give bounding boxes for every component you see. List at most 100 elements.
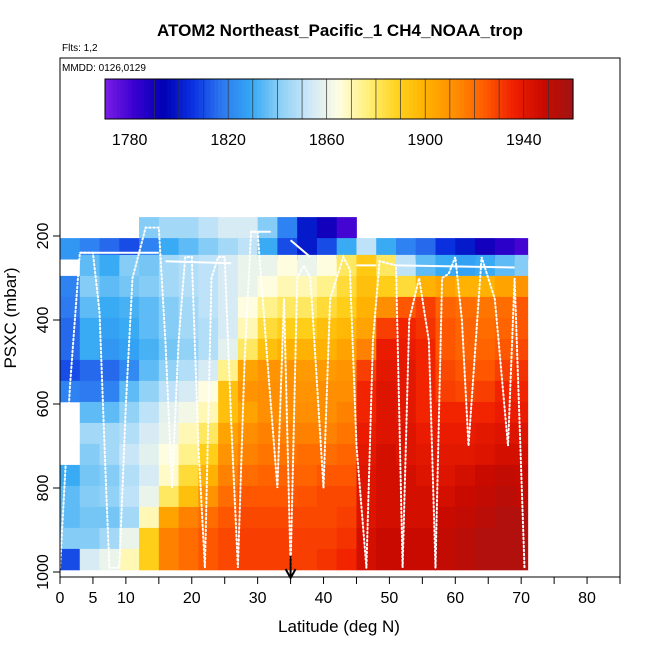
heatmap-cell [435,238,456,260]
heatmap-cell [158,401,179,424]
colorbar-swatch [296,79,301,119]
heatmap-cell [119,401,140,424]
heatmap-cell [455,548,476,571]
heatmap-cell [99,506,120,529]
heatmap-cell [119,464,140,487]
heatmap-cell [356,401,377,424]
heatmap-cell [415,317,436,340]
heatmap-cell [60,464,81,487]
x-tick-label: 30 [249,590,267,607]
heatmap-cell [435,401,456,424]
heatmap-cell [158,443,179,466]
colorbar-swatch [545,79,551,119]
colorbar-swatch [167,79,172,119]
heatmap-cell [158,275,179,298]
heatmap-cell [218,359,239,382]
heatmap-cell [415,380,436,403]
heatmap-cell [158,338,179,361]
colorbar-swatch [385,79,391,119]
colorbar-swatch [323,79,328,119]
colorbar-swatch [393,79,399,119]
x-tick-label: 5 [88,590,97,607]
heatmap-cell [494,275,515,298]
heatmap-cell [297,317,318,340]
heatmap-cell [198,275,219,298]
heatmap-cell [257,527,278,550]
heatmap-cell [119,527,140,550]
heatmap-cell [475,485,496,508]
plot-frame [59,57,621,578]
heatmap-cell [79,238,100,260]
colorbar-swatch [389,79,395,119]
heatmap-cell [396,380,417,403]
heatmap-cell [455,401,476,424]
heatmap-cell [514,380,529,403]
heatmap-cell [455,506,476,529]
heatmap-cell [455,527,476,550]
colorbar-swatch [362,79,367,119]
heatmap-cell [257,317,278,340]
heatmap-cell [178,548,199,571]
colorbar-swatch [261,79,266,119]
colorbar-swatch [163,79,168,119]
x-axis-label: Latitude (deg N) [278,617,400,636]
heatmap-cell [277,506,298,529]
heatmap-cell [475,443,496,466]
heatmap-cell [99,422,120,445]
colorbar-swatch [366,79,371,119]
heatmap-cell [79,275,100,298]
heatmap-cell [455,464,476,487]
heatmap-cell [99,317,120,340]
heatmap-cell [198,401,219,424]
x-tick-label: 60 [446,590,464,607]
heatmap-cell [119,422,140,445]
heatmap-cell [415,296,436,319]
heatmap-cell [396,338,417,361]
colorbar-swatch [471,79,477,119]
chart-title: ATOM2 Northeast_Pacific_1 CH4_NOAA_trop [157,21,523,40]
colorbar-swatch [206,79,211,119]
flight-track [59,226,526,569]
heatmap-cell [158,254,179,277]
colorbar-swatch [229,79,235,119]
heatmap-cell [316,317,338,340]
colorbar-swatch [331,79,336,119]
heatmap-cell [158,217,179,239]
heatmap-cell [297,338,318,361]
heatmap-cell [218,527,239,550]
heatmap-cell [494,359,515,382]
colorbar-swatch [370,79,375,119]
heatmap-cell [356,443,377,466]
heatmap-cell [297,464,318,487]
colorbar-swatch [233,79,239,119]
heatmap-cell [336,443,357,466]
colorbar-swatch [487,79,492,119]
colorbar-swatch [222,79,227,119]
heatmap-cell [158,359,179,382]
y-axis-label: PSXC (mbar) [1,267,20,368]
heatmap-cell [316,548,338,571]
heatmap-cell [435,527,456,550]
heatmap-cell [455,443,476,466]
heatmap-cell [356,275,377,298]
heatmap-cell [415,422,436,445]
colorbar-swatch [350,79,356,119]
heatmap-cell [178,401,199,424]
heatmap-cell [435,464,456,487]
colorbar-swatch [264,79,270,119]
heatmap-cell [198,527,219,550]
colorbar-tick-label: 1780 [112,132,148,149]
heatmap-cell [316,464,338,487]
colorbar-swatch [155,79,161,119]
colorbar: 1780 1820 1860 1900 1940 [104,78,574,149]
colorbar-swatch [518,79,523,119]
heatmap-cell [79,296,100,319]
heatmap-cell [435,506,456,529]
colorbar-swatch [190,79,196,119]
colorbar-swatch [549,79,555,119]
heatmap-cell [455,485,476,508]
flight-track-level-segment [165,260,232,265]
colorbar-swatch [319,79,324,119]
heatmap-cell [218,548,239,571]
heatmap-cell [396,527,417,550]
